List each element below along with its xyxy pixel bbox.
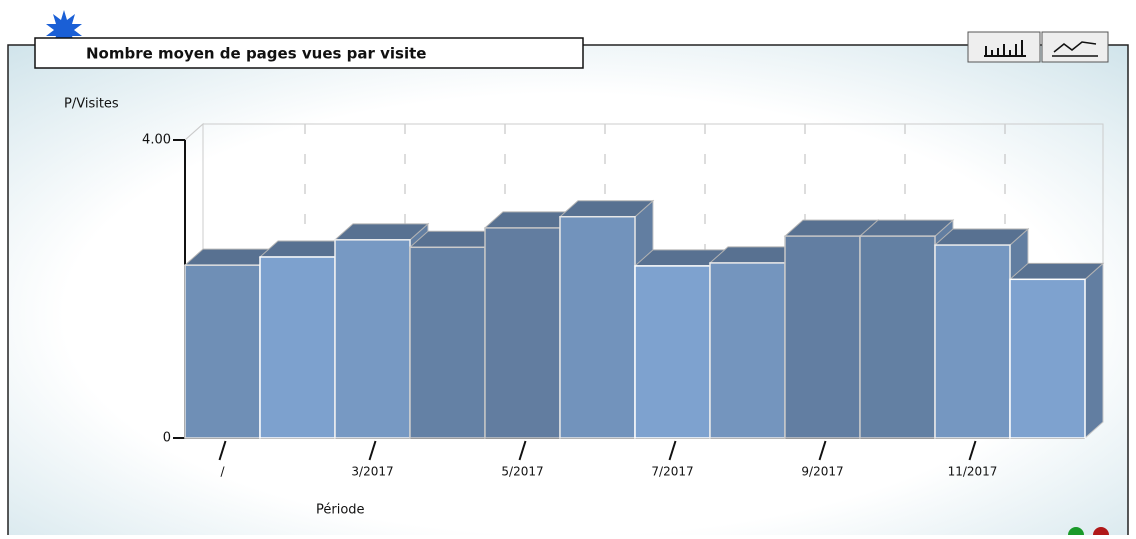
x-tick [818,440,827,461]
bar [1009,278,1086,439]
bar [409,246,486,439]
bar-side [1084,262,1104,440]
bar [259,256,336,439]
x-tick-label: 7/2017 [651,465,693,479]
x-tick [368,440,377,461]
x-tick-label: / [220,465,225,479]
title-box [34,37,584,69]
y-axis-label: P/Visites [64,97,119,112]
x-tick [518,440,527,461]
bar [709,262,786,439]
x-tick [968,440,977,461]
x-tick [668,440,677,461]
plot: 0 4.00 / 3/2017 5/2017 7/2017 9/2017 11/2017 [142,122,1105,479]
y-tick-label: 4.00 [142,133,171,148]
x-tick [218,440,227,461]
x-axis-label: Période [316,503,365,518]
icon [46,10,82,44]
bar [184,264,261,439]
bar [334,239,411,439]
x-tick-label: 3/2017 [351,465,393,479]
x-tick-label: 11/2017 [948,465,998,479]
widget-title: Nombre moyen de pages vues par visite [86,45,426,63]
x-tick-label: 9/2017 [801,465,843,479]
grid-line [184,123,1103,141]
x-tick-label: 5/2017 [501,465,543,479]
bar [934,244,1011,439]
bar [784,235,861,439]
bar [859,235,936,439]
view-buttons[interactable] [967,31,1109,63]
y-tick-label: 0 [163,431,171,446]
bar [634,265,711,439]
bar [484,227,561,439]
bar [559,215,636,439]
